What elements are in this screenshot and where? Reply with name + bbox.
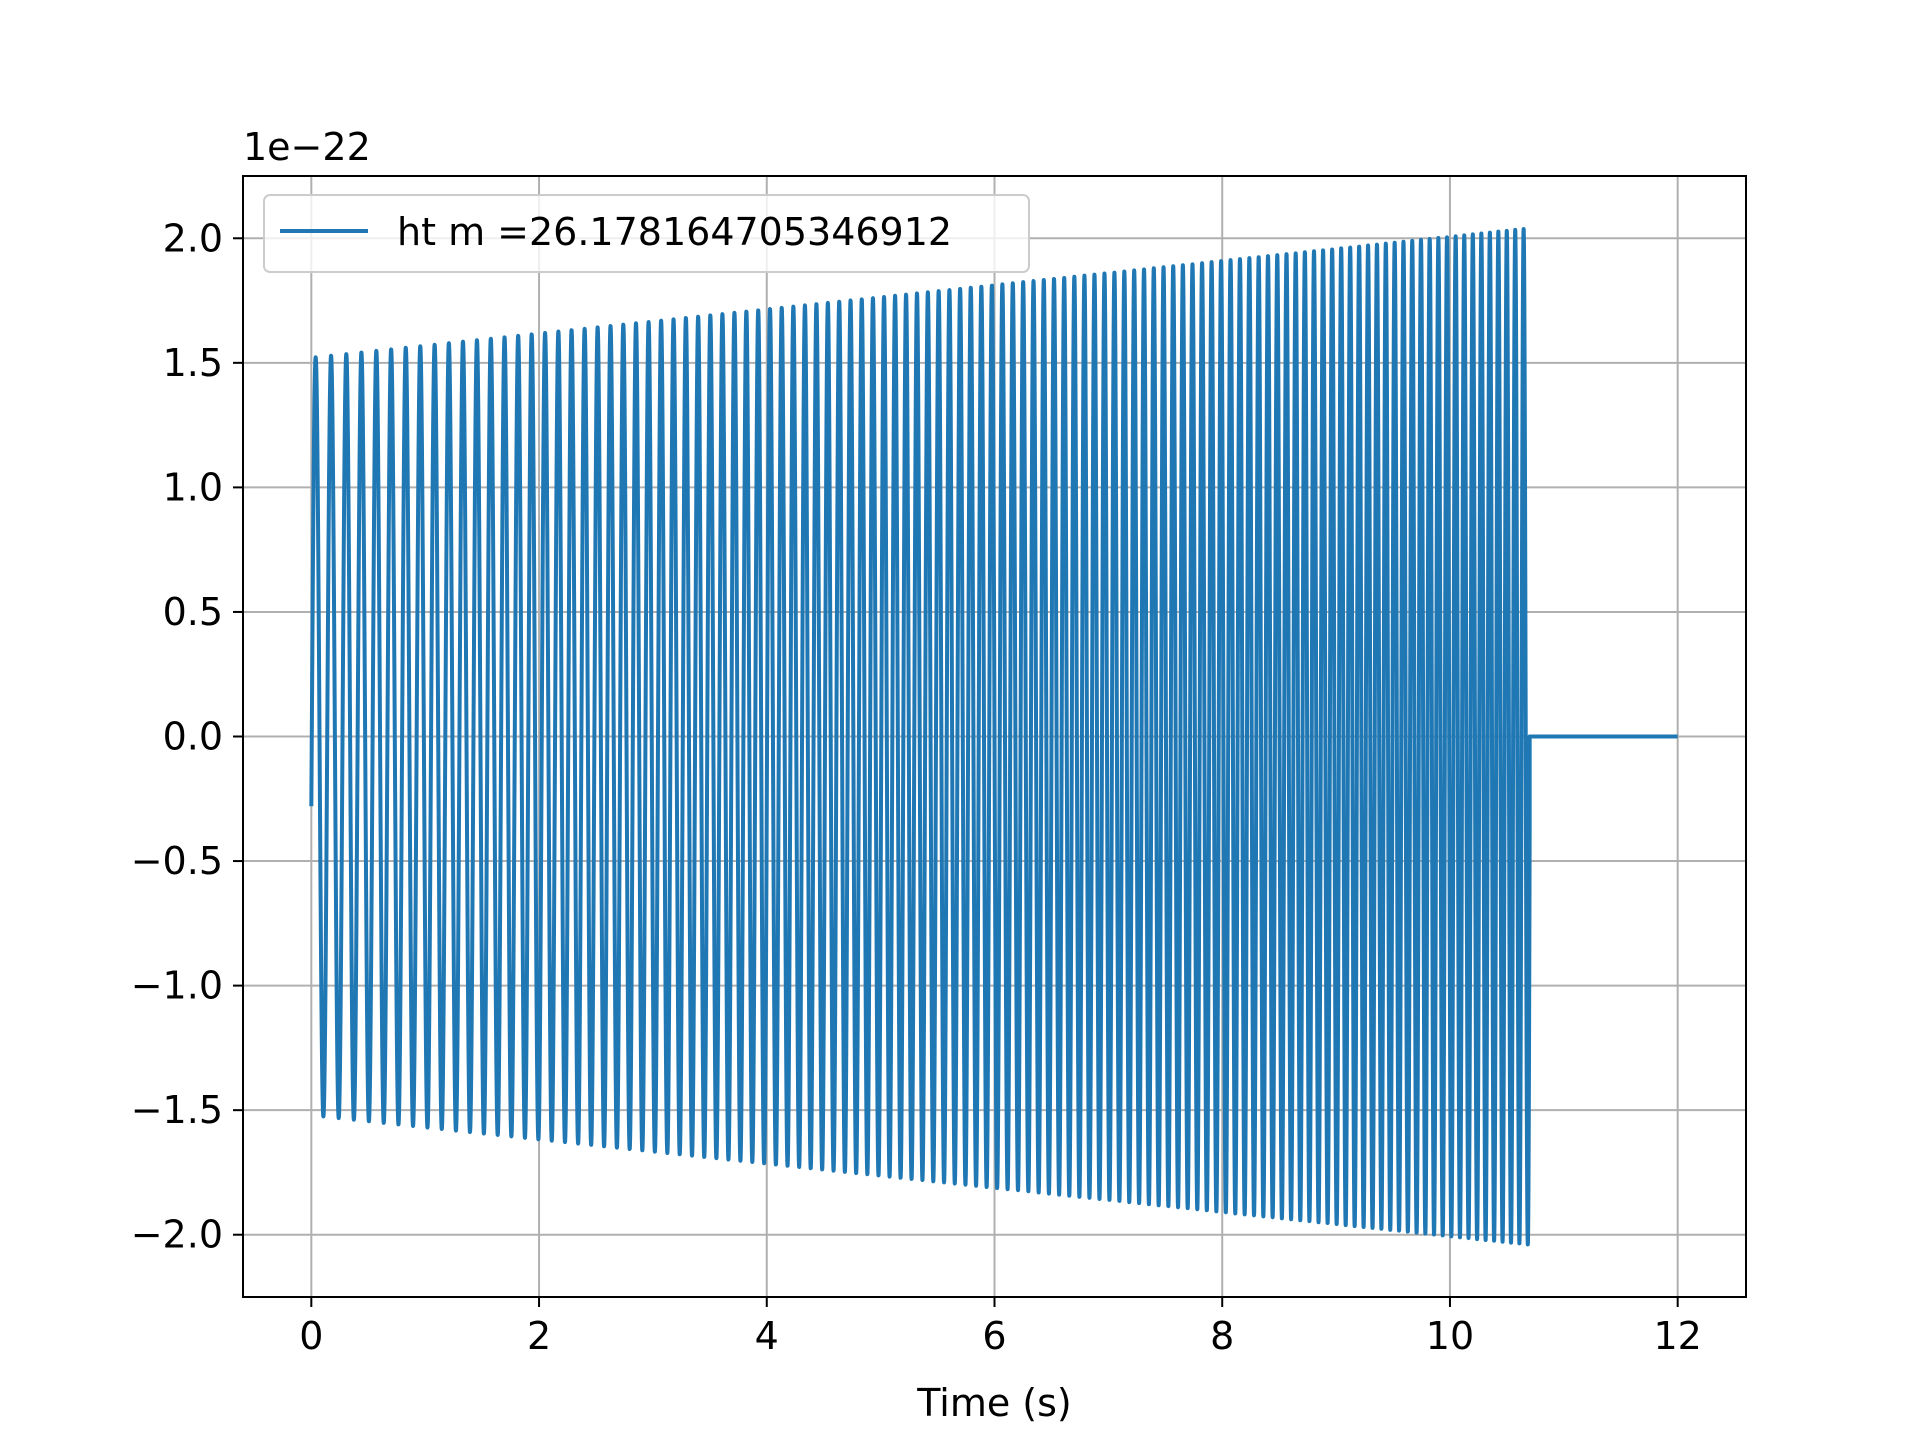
x-tick-label: 10 bbox=[1426, 1314, 1474, 1358]
y-tick-label: −2.0 bbox=[131, 1213, 223, 1257]
y-offset-text: 1e−22 bbox=[243, 125, 371, 169]
y-tick-label: 1.0 bbox=[163, 465, 223, 509]
legend: ht m =26.178164705346912 bbox=[264, 195, 1029, 272]
y-tick-label: −0.5 bbox=[131, 839, 223, 883]
y-tick-label: 0.5 bbox=[163, 590, 223, 634]
y-tick-label: 0.0 bbox=[163, 715, 223, 759]
x-tick-label: 12 bbox=[1654, 1314, 1702, 1358]
y-tick-label: 2.0 bbox=[163, 216, 223, 260]
x-tick-label: 2 bbox=[527, 1314, 551, 1358]
x-axis-label: Time (s) bbox=[916, 1381, 1072, 1425]
y-tick-label: −1.5 bbox=[131, 1088, 223, 1132]
legend-label: ht m =26.178164705346912 bbox=[397, 210, 952, 254]
x-tick-label: 4 bbox=[755, 1314, 779, 1358]
x-tick-label: 8 bbox=[1210, 1314, 1234, 1358]
x-tick-label: 0 bbox=[299, 1314, 323, 1358]
y-tick-label: 1.5 bbox=[163, 341, 223, 385]
y-tick-label: −1.0 bbox=[131, 964, 223, 1008]
x-tick-label: 6 bbox=[982, 1314, 1006, 1358]
